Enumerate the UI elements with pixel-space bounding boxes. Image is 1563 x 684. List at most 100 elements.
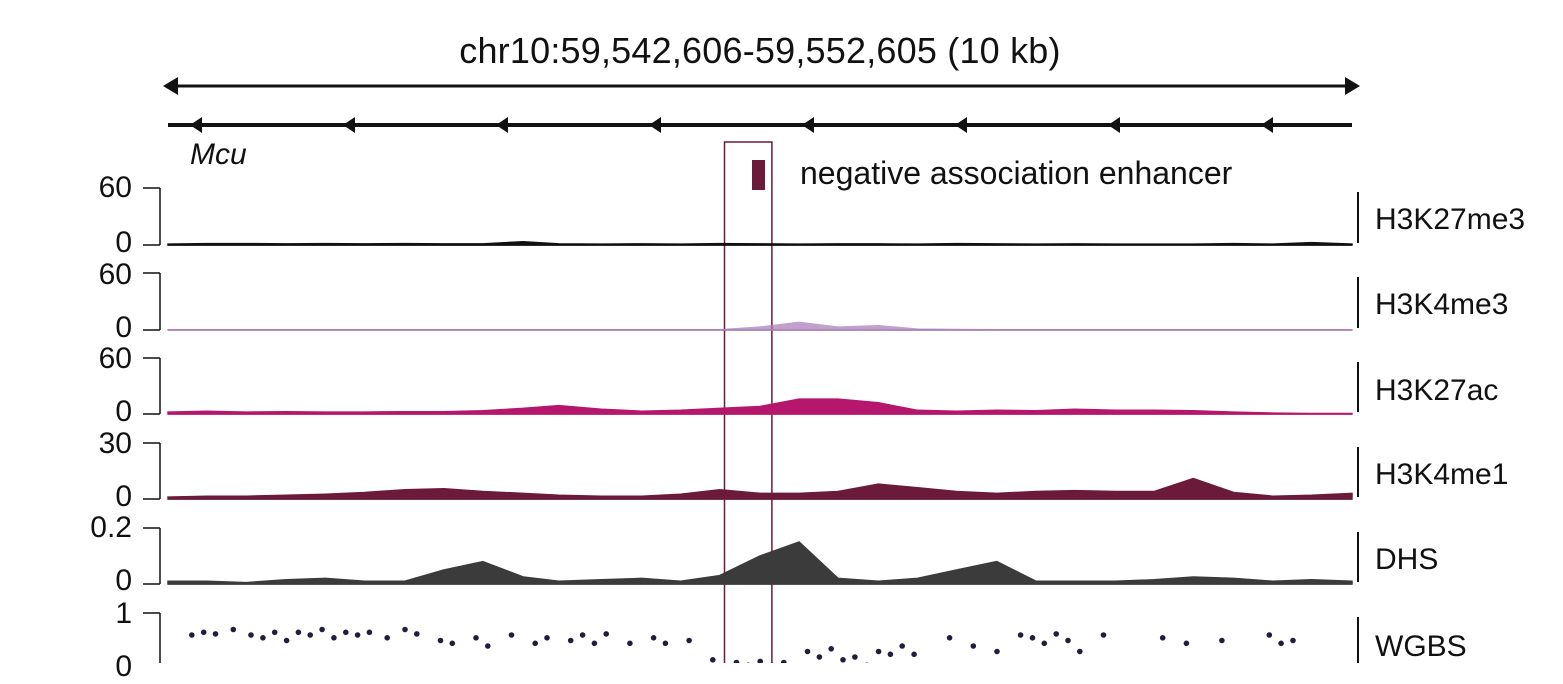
wgbs-point xyxy=(544,635,550,641)
tick-label-h3k27ac-max: 60 xyxy=(98,342,132,375)
track-label-wgbs: WGBS xyxy=(1375,630,1467,663)
region-title: chr10:59,542,606-59,552,605 (10 kb) xyxy=(459,30,1061,71)
wgbs-point xyxy=(212,631,219,637)
tick-label-wgbs-max: 1 xyxy=(115,597,132,630)
wgbs-point xyxy=(804,648,811,655)
wgbs-point xyxy=(1065,637,1071,644)
wgbs-point xyxy=(994,648,1000,655)
wgbs-point xyxy=(757,658,763,663)
wgbs-point xyxy=(283,637,290,644)
wgbs-point xyxy=(402,626,408,633)
wgbs-point xyxy=(946,635,953,641)
track-label-dhs: DHS xyxy=(1375,543,1439,576)
wgbs-point xyxy=(384,635,391,641)
gene-label: Mcu xyxy=(190,138,247,171)
wgbs-point xyxy=(1017,632,1024,638)
wgbs-point xyxy=(899,643,905,649)
wgbs-point xyxy=(449,640,456,647)
region-scale-right-arrowhead xyxy=(1345,77,1360,95)
track-axes xyxy=(143,187,1359,663)
tick-label-h3k27ac-min: 0 xyxy=(115,395,132,428)
wgbs-point xyxy=(662,640,669,647)
tick-label-dhs-min: 0 xyxy=(115,564,132,597)
wgbs-point xyxy=(781,659,787,663)
wgbs-point xyxy=(508,632,515,638)
wgbs-point xyxy=(414,631,420,637)
wgbs-point xyxy=(733,659,740,663)
signal-area-h3k27me3 xyxy=(167,240,1353,246)
signal-area-dhs xyxy=(167,541,1353,585)
wgbs-point xyxy=(710,657,716,663)
wgbs-point xyxy=(650,635,657,641)
genome-browser-figure: chr10:59,542,606-59,552,605 (10 kb) Mcu … xyxy=(90,30,1526,683)
wgbs-point xyxy=(366,629,373,636)
signal-area-h3k4me3 xyxy=(167,321,1353,331)
tick-label-h3k27me3-max: 60 xyxy=(98,171,132,204)
wgbs-point xyxy=(603,631,609,637)
wgbs-point xyxy=(473,635,479,641)
wgbs-point xyxy=(200,629,207,636)
tick-label-h3k4me3-min: 0 xyxy=(115,311,132,344)
wgbs-point xyxy=(1053,631,1059,637)
tick-label-h3k4me1-max: 30 xyxy=(98,427,132,460)
track-label-h3k27ac: H3K27ac xyxy=(1375,374,1499,407)
wgbs-point xyxy=(271,629,278,636)
wgbs-point xyxy=(1219,637,1225,644)
wgbs-point xyxy=(1077,648,1083,655)
signal-area-h3k27ac xyxy=(167,398,1353,415)
wgbs-point xyxy=(532,640,538,647)
gene-strand-chevron xyxy=(802,117,814,133)
wgbs-point xyxy=(230,626,237,633)
wgbs-point xyxy=(828,646,834,652)
wgbs-point xyxy=(248,632,254,638)
signal-tracks xyxy=(167,240,1353,585)
wgbs-point xyxy=(260,635,266,641)
wgbs-point xyxy=(354,632,361,638)
signal-area-h3k4me1 xyxy=(167,477,1353,500)
wgbs-point xyxy=(816,654,823,660)
gene-strand-chevron xyxy=(955,117,967,133)
wgbs-point xyxy=(1100,632,1107,638)
highlight-legend-label: negative association enhancer xyxy=(800,155,1233,191)
wgbs-point xyxy=(189,632,195,638)
region-scale-left-arrowhead xyxy=(163,77,178,95)
wgbs-point xyxy=(1041,640,1048,647)
tick-label-h3k4me3-max: 60 xyxy=(98,258,132,291)
wgbs-point xyxy=(627,640,633,647)
gene-strand-chevron xyxy=(343,117,355,133)
wgbs-point xyxy=(343,629,349,636)
chart-svg xyxy=(143,77,1360,663)
wgbs-point xyxy=(579,632,586,638)
track-label-h3k4me1: H3K4me1 xyxy=(1375,458,1509,491)
wgbs-point xyxy=(1266,632,1273,638)
tick-label-dhs-max: 0.2 xyxy=(90,511,132,544)
wgbs-point xyxy=(840,657,846,663)
wgbs-point xyxy=(331,635,337,641)
wgbs-point xyxy=(591,640,598,647)
wgbs-point xyxy=(1029,635,1036,641)
highlight-legend-swatch xyxy=(752,160,765,190)
wgbs-point xyxy=(319,626,325,633)
wgbs-point xyxy=(970,643,977,649)
gene-strand-chevrons xyxy=(190,117,1273,133)
gene-strand-chevron xyxy=(190,117,202,133)
wgbs-point xyxy=(852,654,858,660)
tick-label-h3k4me1-min: 0 xyxy=(115,480,132,513)
wgbs-point xyxy=(686,637,692,644)
tick-label-h3k27me3-min: 0 xyxy=(115,226,132,259)
wgbs-point xyxy=(295,629,302,636)
gene-strand-chevron xyxy=(1261,117,1273,133)
wgbs-point xyxy=(567,637,574,644)
wgbs-point xyxy=(307,632,314,638)
wgbs-point xyxy=(437,637,444,644)
wgbs-point xyxy=(485,643,491,649)
highlight-region-box xyxy=(723,141,773,663)
wgbs-point xyxy=(1183,640,1190,647)
gene-strand-chevron xyxy=(1108,117,1120,133)
wgbs-point xyxy=(1278,640,1284,647)
wgbs-point xyxy=(887,651,894,658)
wgbs-point xyxy=(875,648,882,655)
track-label-h3k4me3: H3K4me3 xyxy=(1375,288,1509,321)
track-label-h3k27me3: H3K27me3 xyxy=(1375,203,1526,236)
wgbs-methylation-points xyxy=(189,626,1296,663)
